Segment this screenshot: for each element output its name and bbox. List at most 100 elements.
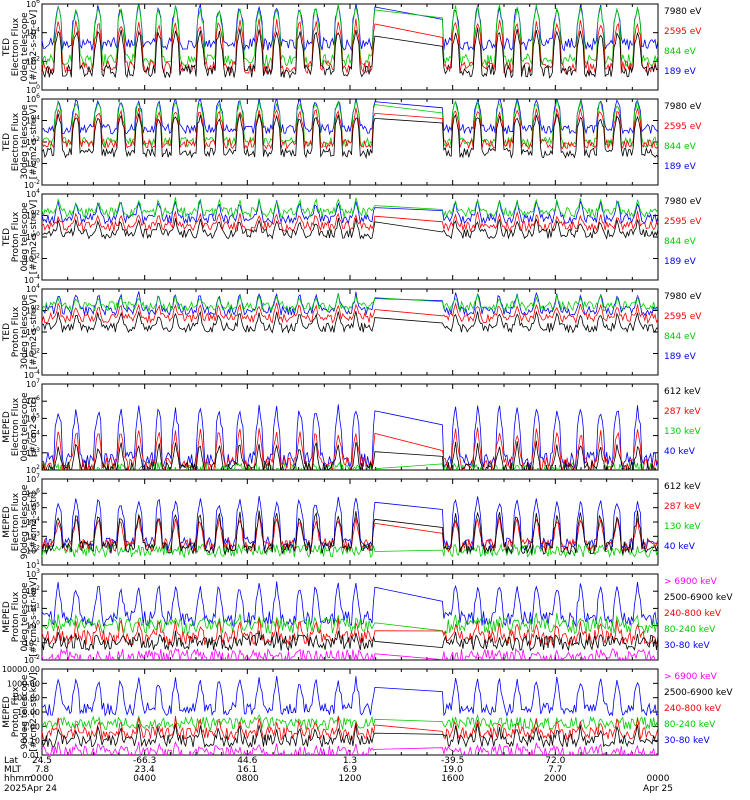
y-tick-label: 100 bbox=[26, 158, 40, 169]
y-tick-label: 10-4 bbox=[24, 274, 40, 285]
series-line bbox=[42, 113, 658, 159]
y-tick-label: 104 bbox=[26, 115, 40, 126]
y-tick-label: 100 bbox=[26, 231, 40, 242]
x-row-value: -66.3 bbox=[133, 756, 156, 766]
series-group bbox=[42, 4, 658, 79]
y-tick-label: 100 bbox=[26, 326, 40, 337]
panel-5: 107 106 105 104 103 102 MEPEDElectron Flux0deg… bbox=[2, 378, 701, 475]
legend-entry: 2595 eV bbox=[664, 312, 702, 322]
series-line bbox=[42, 107, 658, 150]
y-axis-label: TEDProton Flux0deg telescope[#/cm2-s-str… bbox=[2, 200, 39, 275]
legend-entry: 844 eV bbox=[664, 237, 697, 247]
legend-entry: 189 eV bbox=[664, 352, 697, 362]
y-tick-label: 106 bbox=[26, 487, 40, 498]
panel-8: 10000.00 1000.00 100.00 10.00 1.00 0.10 0.01ME… bbox=[2, 665, 734, 760]
x-row-value: -39.5 bbox=[441, 756, 464, 766]
series-line bbox=[42, 515, 658, 553]
legend-entry: 844 eV bbox=[664, 47, 697, 57]
y-tick-label: 104 bbox=[26, 188, 40, 199]
legend-entry: 80-240 keV bbox=[664, 625, 716, 635]
series-line bbox=[42, 310, 658, 334]
legend-entry: 7980 eV bbox=[664, 102, 702, 112]
y-tick-label: 101 bbox=[26, 559, 40, 570]
x-row-value: 16.1 bbox=[237, 765, 257, 775]
y-tick-label: 102 bbox=[26, 136, 40, 147]
series-line bbox=[42, 440, 657, 470]
y-tick-label: 10.00 bbox=[17, 708, 40, 717]
series-group bbox=[42, 675, 658, 755]
panel-frame bbox=[41, 288, 659, 376]
y-tick-label: 102 bbox=[26, 464, 40, 475]
x-row-value: 0000 bbox=[647, 774, 670, 784]
series-group bbox=[42, 581, 658, 660]
series-line bbox=[42, 647, 656, 660]
x-row-value: 24.5 bbox=[32, 756, 52, 766]
series-line bbox=[42, 713, 658, 732]
legend-entry: 287 keV bbox=[664, 407, 701, 417]
y-tick-label: 102 bbox=[26, 210, 40, 221]
y-tick-label: 10-2 bbox=[24, 348, 40, 359]
series-group bbox=[42, 291, 658, 334]
y-tick-label: 107 bbox=[26, 378, 40, 389]
series-line bbox=[42, 542, 658, 559]
legend-entry: 30-80 keV bbox=[664, 736, 710, 746]
series-line bbox=[42, 427, 658, 470]
x-row-value: 1200 bbox=[339, 774, 362, 784]
y-axis-label: MEPEDElectron Flux0deg telescope[#/cm2-s… bbox=[2, 392, 39, 462]
legend-entry: 240-800 keV bbox=[664, 609, 722, 619]
y-tick-label: 104 bbox=[26, 283, 40, 294]
series-line bbox=[42, 510, 658, 556]
y-tick-label: 106 bbox=[26, 395, 40, 406]
y-tick-label: 105 bbox=[26, 502, 40, 513]
x-row-label: MLT bbox=[4, 765, 22, 775]
y-tick-label: 103 bbox=[26, 447, 40, 458]
y-tick-label: 106 bbox=[26, 93, 40, 104]
legend-entry: 2500-6900 keV bbox=[664, 688, 733, 698]
legend-entry: 130 keV bbox=[664, 427, 701, 437]
y-tick-label: 102 bbox=[26, 305, 40, 316]
x-row-value: 1.3 bbox=[343, 756, 357, 766]
y-axis-label: TEDElectron Flux30deg telescope[#/cm2-s-… bbox=[2, 104, 39, 179]
y-tick-label: 104 bbox=[26, 430, 40, 441]
y-tick-label: 104 bbox=[26, 516, 40, 527]
x-row-value: Apr 24 bbox=[27, 784, 57, 794]
series-line bbox=[42, 99, 658, 136]
series-group bbox=[42, 99, 658, 159]
legend-entry: 80-240 keV bbox=[664, 720, 716, 730]
series-line bbox=[42, 4, 658, 52]
y-axis-label: TEDElectron Flux0deg telescope[#/cm2-s-s… bbox=[2, 10, 39, 85]
y-tick-label: 100 bbox=[26, 620, 40, 631]
x-row-value: 0400 bbox=[133, 774, 156, 784]
series-line bbox=[42, 675, 658, 717]
legend-entry: > 6900 keV bbox=[664, 577, 718, 587]
legend-entry: 189 eV bbox=[664, 162, 697, 172]
legend-entry: 7980 eV bbox=[664, 197, 702, 207]
series-line bbox=[42, 27, 658, 79]
legend-entry: 2595 eV bbox=[664, 217, 702, 227]
y-tick-label: 10-1 bbox=[24, 637, 40, 648]
legend-entry: > 6900 keV bbox=[664, 672, 718, 682]
y-tick-label: 104 bbox=[26, 27, 40, 38]
series-line bbox=[42, 4, 658, 68]
series-line bbox=[42, 217, 658, 240]
legend-entry: 130 keV bbox=[664, 522, 701, 532]
series-line bbox=[42, 496, 658, 552]
x-axis-table: Lat 24.5 -66.3 44.6 1.3 -39.5 72.0 MLT 7.8 23.4 16… bbox=[4, 756, 673, 794]
x-row-value: 7.7 bbox=[548, 765, 562, 775]
legend-entry: 287 keV bbox=[664, 502, 701, 512]
series-line bbox=[42, 630, 658, 652]
legend-entry: 844 eV bbox=[664, 332, 697, 342]
x-row-value: 44.6 bbox=[237, 756, 257, 766]
y-tick-label: 10000.00 bbox=[2, 665, 40, 674]
x-row-value: 0800 bbox=[236, 774, 259, 784]
y-tick-label: 10-2 bbox=[24, 179, 40, 190]
legend-entry: 7980 eV bbox=[664, 292, 702, 302]
series-line bbox=[42, 715, 658, 741]
y-tick-label: 102 bbox=[26, 55, 40, 66]
y-tick-label: 1000.00 bbox=[7, 679, 40, 688]
series-line bbox=[42, 612, 658, 635]
y-tick-label: 10-4 bbox=[24, 369, 40, 380]
